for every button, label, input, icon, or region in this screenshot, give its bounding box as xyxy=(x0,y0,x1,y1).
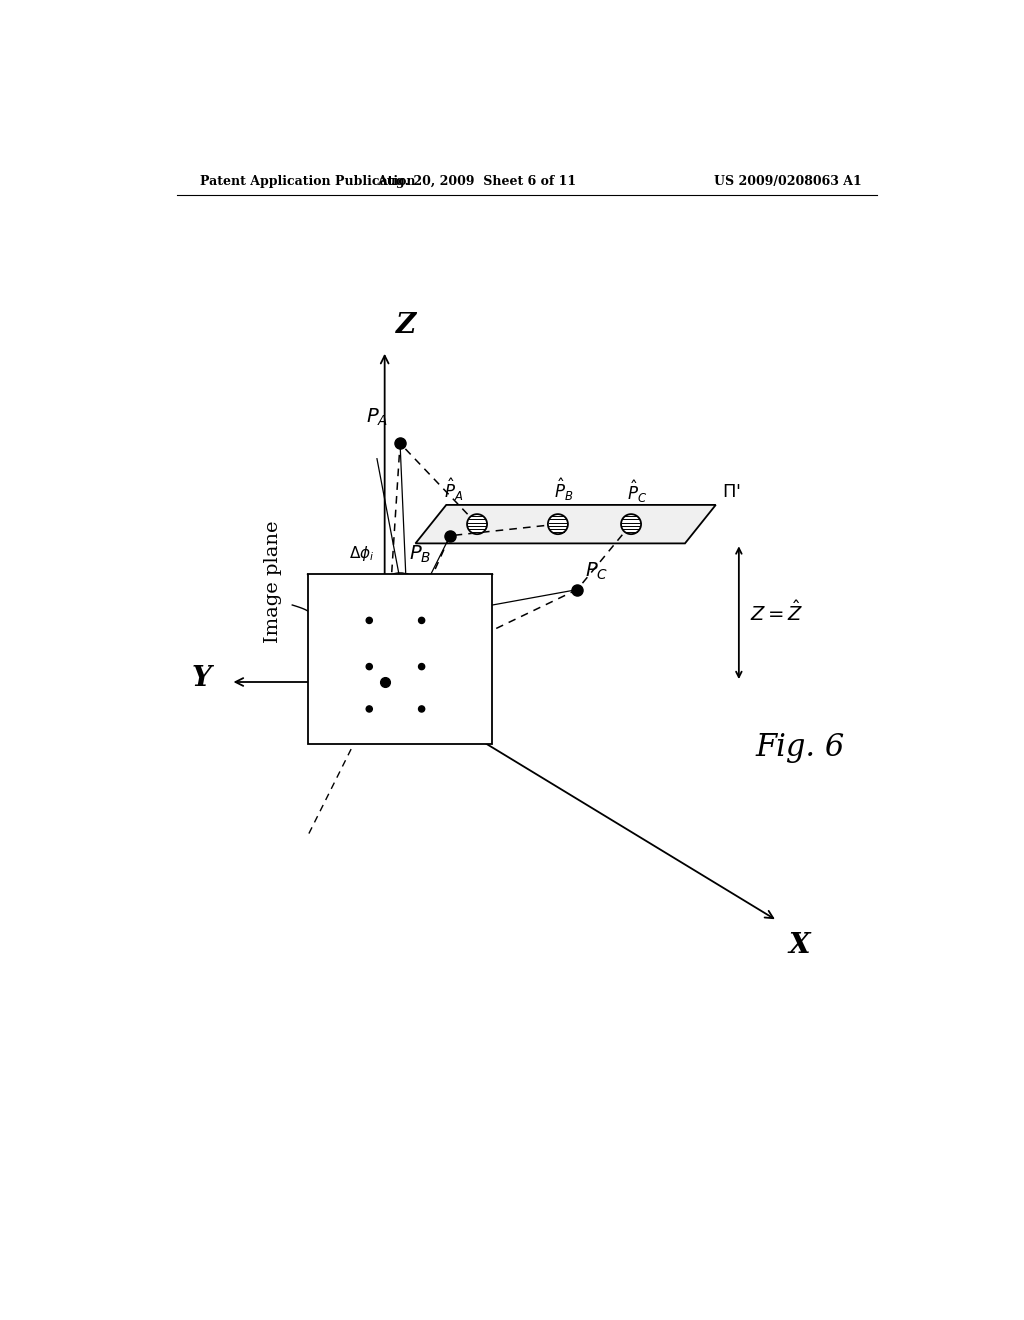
Text: $\hat{P}_B$: $\hat{P}_B$ xyxy=(554,477,573,503)
Polygon shape xyxy=(416,506,716,544)
Text: Y: Y xyxy=(191,665,211,692)
Text: X: X xyxy=(788,932,810,960)
Text: $p_{C}$: $p_{C}$ xyxy=(388,607,410,626)
Text: $Z=\hat{Z}$: $Z=\hat{Z}$ xyxy=(751,601,804,626)
Text: $P_A$: $P_A$ xyxy=(367,407,388,428)
Circle shape xyxy=(548,515,568,535)
Circle shape xyxy=(621,515,641,535)
Text: Patent Application Publication: Patent Application Publication xyxy=(200,176,416,187)
Text: $p_{B}$: $p_{B}$ xyxy=(388,653,409,672)
Circle shape xyxy=(419,664,425,669)
Text: $\Delta\phi_i$: $\Delta\phi_i$ xyxy=(349,544,374,562)
Circle shape xyxy=(467,515,487,535)
Bar xyxy=(307,574,493,743)
Text: $O_C$: $O_C$ xyxy=(392,709,418,729)
Text: $\hat{p}_{B}$: $\hat{p}_{B}$ xyxy=(316,651,337,675)
Text: Z: Z xyxy=(396,313,417,339)
Text: $p_{A}$: $p_{A}$ xyxy=(388,696,409,714)
Text: Fig. 6: Fig. 6 xyxy=(756,733,845,763)
Text: $\hat{p}_{A}$: $\hat{p}_{A}$ xyxy=(317,693,337,717)
Text: $\Pi$': $\Pi$' xyxy=(722,483,740,502)
Circle shape xyxy=(419,706,425,711)
Text: $\hat{p}_{C}$: $\hat{p}_{C}$ xyxy=(316,605,337,628)
Text: $\hat{P}_C$: $\hat{P}_C$ xyxy=(628,478,647,506)
Circle shape xyxy=(367,706,373,711)
Text: Image plane: Image plane xyxy=(264,520,282,643)
Circle shape xyxy=(367,618,373,623)
Text: $P_B$: $P_B$ xyxy=(409,544,431,565)
Text: Aug. 20, 2009  Sheet 6 of 11: Aug. 20, 2009 Sheet 6 of 11 xyxy=(378,176,577,187)
Text: US 2009/0208063 A1: US 2009/0208063 A1 xyxy=(715,176,862,187)
Text: $\hat{P}_A$: $\hat{P}_A$ xyxy=(443,477,463,503)
Text: $P_C$: $P_C$ xyxy=(585,561,608,582)
Circle shape xyxy=(367,664,373,669)
Circle shape xyxy=(419,618,425,623)
